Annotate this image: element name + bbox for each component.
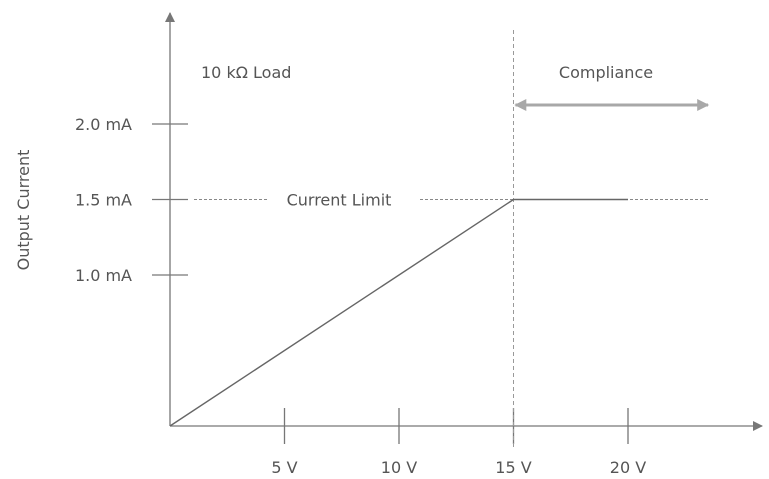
current-limit-label: Current Limit — [287, 191, 392, 210]
load-annotation: 10 kΩ Load — [201, 63, 291, 82]
y-ticks: 1.0 mA 1.5 mA 2.0 mA — [75, 115, 188, 285]
x-tick-label-0: 5 V — [271, 458, 297, 477]
compliance-label: Compliance — [559, 63, 653, 82]
x-tick-label-3: 20 V — [610, 458, 646, 477]
y-axis-title: Output Current — [14, 150, 33, 271]
x-ticks: 5 V 10 V 15 V 20 V — [271, 408, 646, 477]
y-tick-label-0: 1.0 mA — [75, 266, 132, 285]
output-current-series-line — [169, 198, 628, 427]
x-tick-label-1: 10 V — [381, 458, 417, 477]
x-tick-label-2: 15 V — [495, 458, 531, 477]
y-tick-label-1: 1.5 mA — [75, 191, 132, 210]
y-tick-label-2: 2.0 mA — [75, 115, 132, 134]
